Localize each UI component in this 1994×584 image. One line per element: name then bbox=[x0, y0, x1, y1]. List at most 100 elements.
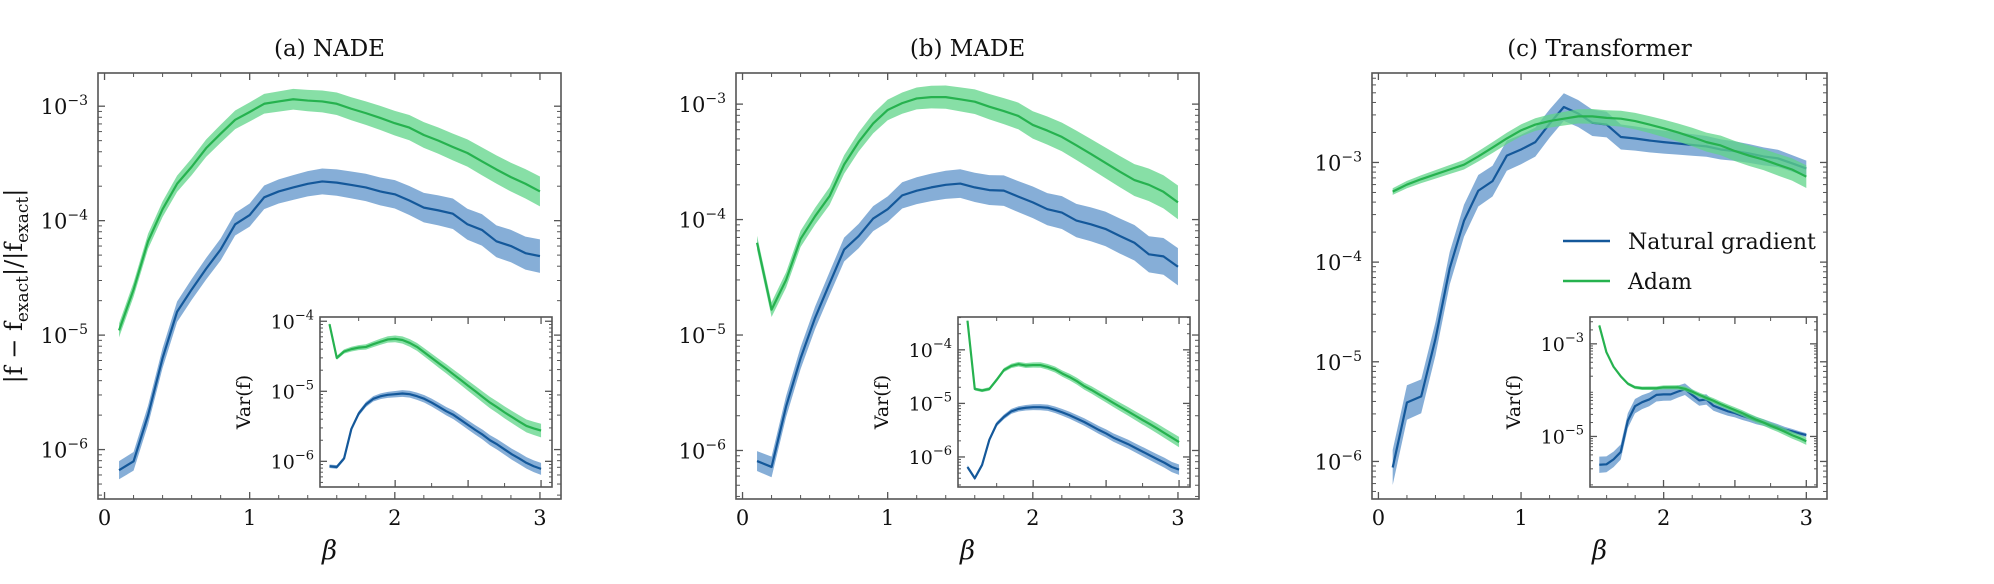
tick-exponent: −5 bbox=[295, 378, 314, 393]
inset-y-tick-label: 10−5 bbox=[1541, 423, 1584, 448]
adam-confidence-band bbox=[329, 322, 542, 438]
legend-entry-ng: Natural gradient bbox=[1563, 230, 1816, 255]
y-axis-label: |f − fexact​|/|fexact​| bbox=[0, 189, 33, 384]
tick-base: 10 bbox=[1315, 450, 1342, 474]
ng-line bbox=[118, 180, 541, 472]
y-tick-label: 10−3 bbox=[679, 91, 726, 117]
inset-plot-area bbox=[966, 319, 1180, 481]
axes-frame bbox=[1589, 316, 1818, 488]
tick-base: 10 bbox=[271, 311, 295, 333]
label-part: |/|f bbox=[0, 241, 29, 276]
x-tick-label: 1 bbox=[1514, 506, 1527, 530]
inset-y-tick-label: 10−4 bbox=[909, 337, 952, 362]
tick-base: 10 bbox=[41, 324, 68, 348]
tick-base: 10 bbox=[909, 447, 933, 469]
tick-exponent: −5 bbox=[933, 390, 952, 405]
tick-base: 10 bbox=[41, 439, 68, 463]
inset-y-tick-label: 10−5 bbox=[271, 378, 314, 403]
adam-line bbox=[1598, 325, 1807, 443]
inset-y-tick-label: 10−6 bbox=[909, 444, 952, 469]
inset-y-tick-label: 10−3 bbox=[1541, 331, 1584, 356]
tick-base: 10 bbox=[679, 209, 706, 233]
y-tick-label: 10−5 bbox=[1315, 349, 1362, 375]
x-axis-label: β bbox=[959, 536, 975, 566]
ng-confidence-band bbox=[967, 404, 1180, 481]
inset-y-tick-label: 10−4 bbox=[271, 308, 314, 333]
adam-confidence-band bbox=[119, 88, 540, 338]
tick-base: 10 bbox=[679, 324, 706, 348]
tick-exponent: −5 bbox=[705, 322, 726, 338]
x-tick-label: 0 bbox=[736, 506, 749, 530]
label-part: | bbox=[0, 189, 29, 197]
label-part: |f − f bbox=[0, 320, 29, 383]
tick-base: 10 bbox=[271, 451, 295, 473]
tick-exponent: −5 bbox=[1341, 349, 1362, 365]
subscript: exact bbox=[13, 197, 33, 243]
axes-frame bbox=[97, 72, 562, 500]
ng-line bbox=[756, 182, 1179, 469]
x-tick-label: 2 bbox=[1657, 506, 1670, 530]
ng-confidence-band bbox=[1599, 383, 1807, 473]
tick-base: 10 bbox=[1315, 151, 1342, 175]
adam-confidence-band bbox=[1392, 108, 1807, 195]
tick-base: 10 bbox=[1541, 426, 1565, 448]
ng-confidence-band bbox=[119, 168, 540, 480]
tick-exponent: −4 bbox=[67, 208, 88, 224]
y-tick-label: 10−6 bbox=[1315, 448, 1362, 474]
adam-line bbox=[1392, 115, 1807, 193]
x-tick-label: 2 bbox=[388, 506, 401, 530]
inset-plot-area bbox=[328, 322, 542, 475]
axes-frame bbox=[957, 316, 1191, 488]
adam-line bbox=[328, 323, 542, 432]
legend-entry-adam: Adam bbox=[1563, 270, 1692, 295]
inset-y-axis-label: Var(f) bbox=[871, 375, 893, 430]
legend-label: Natural gradient bbox=[1628, 230, 1816, 255]
plot-area bbox=[755, 85, 1179, 478]
inset-y-tick-label: 10−5 bbox=[909, 390, 952, 415]
y-tick-label: 10−6 bbox=[41, 437, 88, 463]
tick-exponent: −5 bbox=[67, 322, 88, 338]
adam-confidence-band bbox=[757, 85, 1178, 317]
ng-confidence-band bbox=[329, 390, 542, 475]
inset-y-axis-label: Var(f) bbox=[1503, 375, 1525, 430]
tick-base: 10 bbox=[909, 340, 933, 362]
plot-area bbox=[118, 88, 541, 480]
panel-title: (a) NADE bbox=[274, 36, 385, 62]
legend-label: Adam bbox=[1627, 270, 1692, 295]
tick-exponent: −6 bbox=[1341, 448, 1362, 464]
tick-base: 10 bbox=[41, 95, 68, 119]
x-tick-label: 2 bbox=[1026, 506, 1039, 530]
tick-exponent: −4 bbox=[295, 308, 314, 323]
tick-base: 10 bbox=[271, 381, 295, 403]
panel-title: (c) Transformer bbox=[1507, 36, 1692, 62]
x-tick-label: 1 bbox=[243, 506, 256, 530]
y-tick-label: 10−5 bbox=[679, 322, 726, 348]
tick-base: 10 bbox=[909, 393, 933, 415]
x-tick-label: 3 bbox=[1171, 506, 1184, 530]
tick-base: 10 bbox=[41, 210, 68, 234]
x-tick-label: 3 bbox=[1800, 506, 1813, 530]
tick-exponent: −5 bbox=[1565, 423, 1584, 438]
tick-exponent: −4 bbox=[1341, 249, 1362, 265]
adam-line bbox=[966, 320, 1180, 443]
tick-exponent: −6 bbox=[705, 437, 726, 453]
adam-line bbox=[755, 96, 1179, 311]
tick-base: 10 bbox=[1315, 251, 1342, 275]
x-tick-label: 1 bbox=[881, 506, 894, 530]
plot-area bbox=[1391, 93, 1807, 486]
tick-exponent: −4 bbox=[705, 207, 726, 223]
ng-line bbox=[329, 392, 542, 470]
tick-base: 10 bbox=[679, 93, 706, 117]
y-tick-label: 10−3 bbox=[41, 93, 88, 119]
y-tick-label: 10−4 bbox=[1315, 249, 1362, 275]
y-tick-label: 10−3 bbox=[1315, 149, 1362, 175]
tick-exponent: −3 bbox=[705, 91, 726, 107]
x-tick-label: 0 bbox=[98, 506, 111, 530]
tick-base: 10 bbox=[1541, 334, 1565, 356]
